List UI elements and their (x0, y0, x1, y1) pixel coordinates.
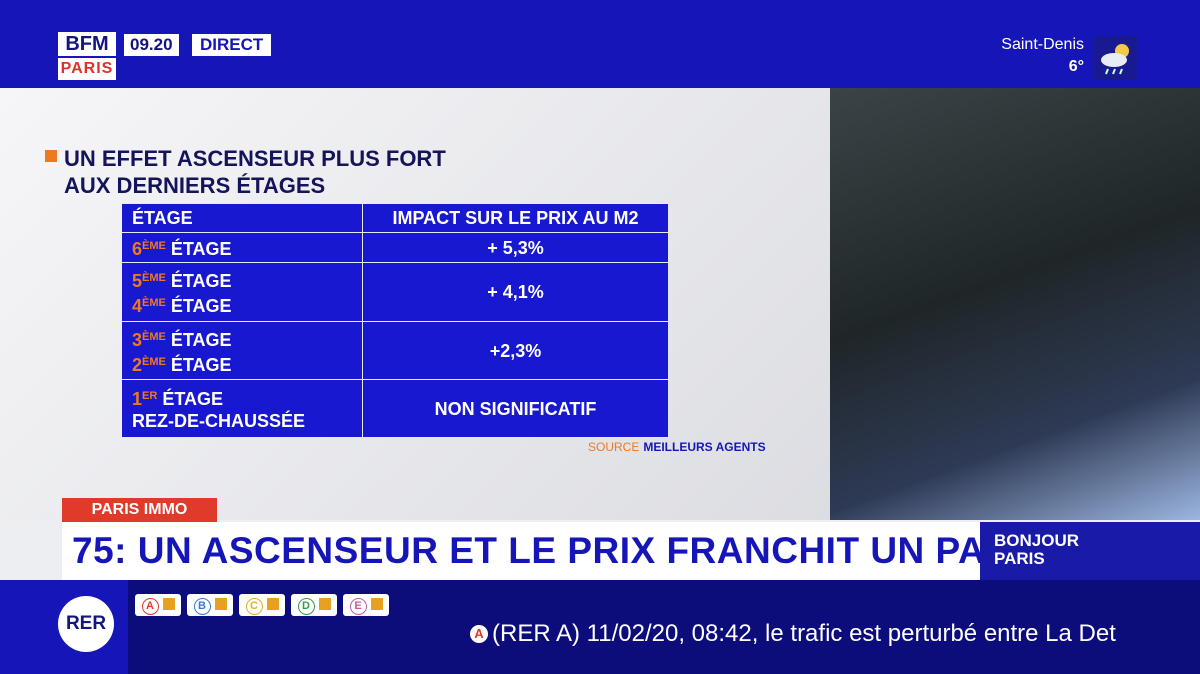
live-label: DIRECT (192, 34, 272, 56)
line-letter: B (193, 598, 211, 615)
line-status: E (343, 594, 389, 616)
impact-cell: + 5,3% (362, 232, 668, 263)
floor-label: REZ-DE-CHAUSSÉE (132, 411, 306, 431)
logo-top: BFM (58, 32, 116, 56)
floor-cell: 6ÈME ÉTAGE (122, 232, 363, 263)
show-line: BONJOUR (994, 531, 1080, 550)
floor-number: 2 (132, 354, 143, 375)
table-row: 3ÈME ÉTAGE 2ÈME ÉTAGE +2,3% (122, 321, 668, 380)
impact-cell: + 4,1% (362, 262, 668, 322)
line-letter: C (245, 598, 263, 615)
floor: 1ER ÉTAGE (132, 385, 352, 410)
floor: 6ÈME ÉTAGE (132, 235, 352, 260)
ticker-line-badge: A (470, 625, 488, 643)
source: SOURCE MEILLEURS AGENTS (588, 440, 766, 454)
table-row: 1ER ÉTAGE REZ-DE-CHAUSSÉE NON SIGNIFICATIF (122, 379, 668, 438)
floor-label: ÉTAGE (170, 296, 232, 316)
source-label: SOURCE (588, 440, 640, 454)
floor: 2ÈME ÉTAGE (132, 351, 352, 376)
floor: 4ÈME ÉTAGE (132, 292, 352, 317)
show-line: PARIS (994, 549, 1045, 568)
ticker-text: A (RER A) 11/02/20, 08:42, le trafic est … (470, 620, 1200, 648)
network-logo: RER (58, 596, 114, 652)
logo-bottom: PARIS (58, 58, 116, 80)
header-cell: ÉTAGE (122, 203, 363, 233)
floor-cell: 1ER ÉTAGE REZ-DE-CHAUSSÉE (122, 379, 363, 438)
floor-suffix: ÈME (142, 355, 166, 368)
floor: 3ÈME ÉTAGE (132, 326, 352, 351)
floor-label: ÉTAGE (170, 271, 232, 291)
floor-cell: 5ÈME ÉTAGE 4ÈME ÉTAGE (122, 262, 363, 322)
headline: 75: UN ASCENSEUR ET LE PRIX FRANCHIT UN … (62, 522, 980, 580)
floor-label: ÉTAGE (170, 329, 232, 350)
status-icon (266, 598, 279, 610)
weather-temp: 6° (1068, 58, 1084, 75)
line-status: D (291, 594, 337, 616)
status-icon (162, 598, 175, 610)
floor-number: 4 (132, 296, 143, 316)
status-icon (214, 598, 227, 610)
impact-cell: +2,3% (362, 321, 668, 380)
floor-suffix: ÈME (142, 272, 166, 284)
weather-city: Saint-Denis (1001, 36, 1084, 53)
source-name: MEILLEURS AGENTS (643, 440, 766, 454)
line-letter: E (349, 598, 367, 615)
graphic-title: UN EFFET ASCENSEUR PLUS FORT (64, 146, 446, 171)
weather-icon (1094, 36, 1138, 80)
table-header: ÉTAGE IMPACT SUR LE PRIX AU M2 (122, 203, 668, 233)
floor-number: 5 (132, 271, 143, 291)
floor-number: 1 (132, 389, 143, 409)
floor-suffix: ÈME (142, 330, 166, 343)
line-status: C (239, 594, 285, 616)
table-body: ÉTAGE IMPACT SUR LE PRIX AU M2 6ÈME ÉTAG… (122, 203, 668, 438)
line-letter: D (297, 598, 315, 615)
floor-suffix: ÈME (142, 297, 166, 309)
floor-suffix: ÈME (142, 240, 166, 252)
logo: BFM PARIS (58, 32, 116, 82)
table-row: 5ÈME ÉTAGE 4ÈME ÉTAGE + 4,1% (122, 262, 668, 322)
line-letter: A (141, 598, 159, 615)
segment-tag: PARIS IMMO (62, 498, 217, 522)
show-name: BONJOUR PARIS (980, 522, 1200, 580)
floor-label: ÉTAGE (170, 354, 232, 375)
floor: 5ÈME ÉTAGE (132, 267, 352, 292)
clock: 09.20 (124, 34, 179, 56)
line-status: B (187, 594, 233, 616)
floor: REZ-DE-CHAUSSÉE (132, 410, 352, 432)
floor-suffix: ER (142, 390, 158, 402)
data-table: ÉTAGE IMPACT SUR LE PRIX AU M2 6ÈME ÉTAG… (122, 203, 668, 438)
graphic-title: AUX DERNIERS ÉTAGES (64, 173, 326, 198)
floor-label: ÉTAGE (170, 239, 232, 259)
guest-video (830, 88, 1200, 520)
line-status: A (135, 594, 181, 616)
table-row: 6ÈME ÉTAGE + 5,3% (122, 232, 668, 263)
floor-label: ÉTAGE (162, 389, 223, 409)
header-cell: IMPACT SUR LE PRIX AU M2 (362, 203, 668, 233)
title-marker (45, 150, 57, 162)
impact-cell: NON SIGNIFICATIF (362, 379, 668, 438)
floor-cell: 3ÈME ÉTAGE 2ÈME ÉTAGE (122, 321, 363, 380)
status-icon (318, 598, 331, 610)
status-icon (370, 598, 383, 610)
ticker-message: (RER A) 11/02/20, 08:42, le trafic est p… (492, 620, 1116, 647)
floor-number: 6 (132, 239, 143, 259)
floor-number: 3 (132, 329, 143, 350)
